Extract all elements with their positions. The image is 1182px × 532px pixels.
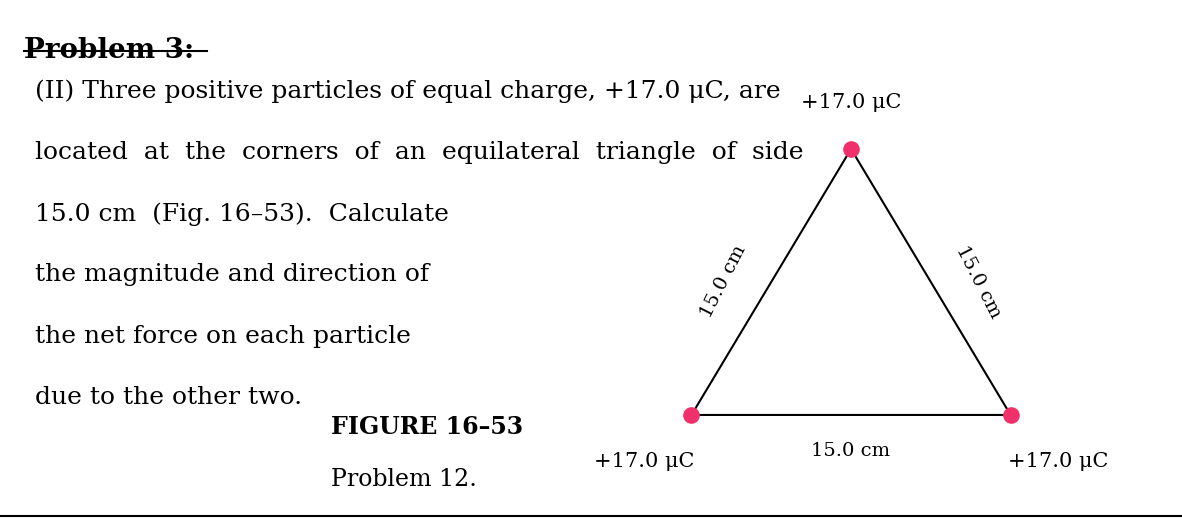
Text: +17.0 μC: +17.0 μC [595,452,694,471]
Text: Problem 3:: Problem 3: [24,37,194,64]
Text: 15.0 cm: 15.0 cm [953,243,1004,321]
Text: +17.0 μC: +17.0 μC [801,93,901,112]
Point [842,145,860,153]
Text: 15.0 cm: 15.0 cm [699,243,749,321]
Text: +17.0 μC: +17.0 μC [1008,452,1108,471]
Text: located  at  the  corners  of  an  equilateral  triangle  of  side: located at the corners of an equilateral… [35,141,804,164]
Point [1001,411,1020,419]
Text: 15.0 cm: 15.0 cm [812,442,890,460]
Text: the magnitude and direction of: the magnitude and direction of [35,263,429,286]
Text: the net force on each particle: the net force on each particle [35,325,411,347]
Text: due to the other two.: due to the other two. [35,386,303,409]
Text: Problem 12.: Problem 12. [331,468,476,491]
Text: 15.0 cm  (Fig. 16–53).  Calculate: 15.0 cm (Fig. 16–53). Calculate [35,202,449,226]
Text: (II) Three positive particles of equal charge, +17.0 μC, are: (II) Three positive particles of equal c… [35,80,781,103]
Text: FIGURE 16–53: FIGURE 16–53 [331,415,524,439]
Point [682,411,701,419]
